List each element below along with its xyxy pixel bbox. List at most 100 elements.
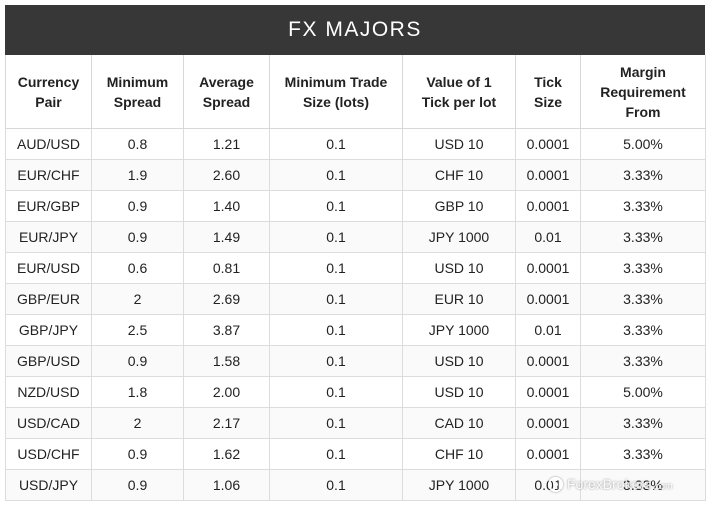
- cell-value-of-1-tick: GBP 10: [402, 190, 516, 222]
- column-header-line: Minimum: [106, 73, 169, 90]
- cell-minimum-spread: 0.9: [91, 221, 184, 253]
- cell-tick-size: 0.0001: [515, 376, 581, 408]
- column-header-line: Average: [199, 73, 254, 90]
- table-row: GBP/USD 0.9 1.58 0.1 USD 10 0.0001 3.33%: [5, 345, 706, 377]
- cell-tick-size: 0.0001: [515, 283, 581, 315]
- table-row: USD/CHF 0.9 1.62 0.1 CHF 10 0.0001 3.33%: [5, 438, 706, 470]
- column-header-line: From: [625, 103, 661, 120]
- cell-currency-pair: USD/CAD: [5, 407, 92, 439]
- column-header-line: Spread: [113, 93, 162, 110]
- cell-currency-pair: NZD/USD: [5, 376, 92, 408]
- cell-margin-requirement: 3.33%: [580, 190, 706, 222]
- cell-minimum-spread: 0.6: [91, 252, 184, 284]
- cell-minimum-spread: 1.9: [91, 159, 184, 191]
- cell-currency-pair: EUR/JPY: [5, 221, 92, 253]
- column-header-line: Tick: [534, 73, 562, 90]
- table-row: NZD/USD 1.8 2.00 0.1 USD 10 0.0001 5.00%: [5, 376, 706, 408]
- cell-minimum-trade-size: 0.1: [269, 314, 403, 346]
- cell-minimum-trade-size: 0.1: [269, 252, 403, 284]
- column-header-line: Currency: [17, 73, 80, 90]
- cell-average-spread: 1.49: [183, 221, 270, 253]
- column-header-value-of-1-tick: Value of 1 Tick per lot: [402, 55, 516, 129]
- column-header-tick-size: Tick Size: [515, 55, 581, 129]
- cell-value-of-1-tick: CHF 10: [402, 159, 516, 191]
- cell-minimum-trade-size: 0.1: [269, 283, 403, 315]
- cell-currency-pair: EUR/CHF: [5, 159, 92, 191]
- cell-minimum-trade-size: 0.1: [269, 128, 403, 160]
- cell-margin-requirement: 3.33%: [580, 469, 706, 501]
- cell-value-of-1-tick: JPY 1000: [402, 314, 516, 346]
- cell-value-of-1-tick: USD 10: [402, 345, 516, 377]
- column-header-line: Requirement: [600, 83, 686, 100]
- cell-margin-requirement: 3.33%: [580, 438, 706, 470]
- cell-minimum-trade-size: 0.1: [269, 159, 403, 191]
- column-header-currency-pair: Currency Pair: [5, 55, 92, 129]
- column-header-line: Minimum Trade: [284, 73, 388, 90]
- cell-minimum-trade-size: 0.1: [269, 190, 403, 222]
- table-body: AUD/USD 0.8 1.21 0.1 USD 10 0.0001 5.00% EUR/CH…: [5, 128, 706, 501]
- cell-tick-size: 0.0001: [515, 128, 581, 160]
- table-row: AUD/USD 0.8 1.21 0.1 USD 10 0.0001 5.00%: [5, 128, 706, 160]
- column-header-line: Spread: [202, 93, 251, 110]
- column-header-line: Pair: [35, 93, 62, 110]
- cell-average-spread: 1.62: [183, 438, 270, 470]
- cell-minimum-trade-size: 0.1: [269, 438, 403, 470]
- column-header-line: Size (lots): [302, 93, 370, 110]
- cell-margin-requirement: 3.33%: [580, 407, 706, 439]
- cell-minimum-spread: 2: [91, 283, 184, 315]
- cell-currency-pair: EUR/USD: [5, 252, 92, 284]
- cell-tick-size: 0.0001: [515, 407, 581, 439]
- cell-margin-requirement: 5.00%: [580, 128, 706, 160]
- cell-value-of-1-tick: USD 10: [402, 252, 516, 284]
- cell-minimum-spread: 2: [91, 407, 184, 439]
- cell-tick-size: 0.0001: [515, 159, 581, 191]
- cell-currency-pair: EUR/GBP: [5, 190, 92, 222]
- fx-majors-table: Currency Pair Minimum Spread Average Spread Mi…: [5, 55, 706, 501]
- cell-tick-size: 0.0001: [515, 345, 581, 377]
- cell-tick-size: 0.01: [515, 221, 581, 253]
- cell-margin-requirement: 3.33%: [580, 314, 706, 346]
- cell-value-of-1-tick: USD 10: [402, 376, 516, 408]
- cell-margin-requirement: 3.33%: [580, 159, 706, 191]
- cell-minimum-trade-size: 0.1: [269, 345, 403, 377]
- cell-average-spread: 1.40: [183, 190, 270, 222]
- cell-minimum-spread: 0.9: [91, 190, 184, 222]
- column-header-average-spread: Average Spread: [183, 55, 270, 129]
- cell-minimum-spread: 0.9: [91, 469, 184, 501]
- cell-value-of-1-tick: EUR 10: [402, 283, 516, 315]
- cell-value-of-1-tick: USD 10: [402, 128, 516, 160]
- column-header-line: Value of 1: [426, 73, 492, 90]
- cell-average-spread: 2.69: [183, 283, 270, 315]
- cell-minimum-trade-size: 0.1: [269, 376, 403, 408]
- cell-currency-pair: GBP/EUR: [5, 283, 92, 315]
- cell-minimum-spread: 0.9: [91, 438, 184, 470]
- cell-tick-size: 0.0001: [515, 190, 581, 222]
- cell-margin-requirement: 5.00%: [580, 376, 706, 408]
- cell-minimum-trade-size: 0.1: [269, 221, 403, 253]
- cell-value-of-1-tick: CHF 10: [402, 438, 516, 470]
- column-header-line: Size: [533, 93, 562, 110]
- table-header-row: Currency Pair Minimum Spread Average Spread Mi…: [5, 55, 706, 129]
- cell-margin-requirement: 3.33%: [580, 345, 706, 377]
- table-row: EUR/USD 0.6 0.81 0.1 USD 10 0.0001 3.33%: [5, 252, 706, 284]
- column-header-minimum-spread: Minimum Spread: [91, 55, 184, 129]
- fx-majors-panel: FX MAJORS Currency Pair Minimum Spread Avera…: [5, 5, 706, 501]
- cell-currency-pair: USD/JPY: [5, 469, 92, 501]
- table-row: EUR/JPY 0.9 1.49 0.1 JPY 1000 0.01 3.33%: [5, 221, 706, 253]
- cell-average-spread: 1.58: [183, 345, 270, 377]
- column-header-line: Margin: [620, 63, 666, 80]
- cell-value-of-1-tick: JPY 1000: [402, 469, 516, 501]
- cell-value-of-1-tick: JPY 1000: [402, 221, 516, 253]
- cell-margin-requirement: 3.33%: [580, 252, 706, 284]
- cell-value-of-1-tick: CAD 10: [402, 407, 516, 439]
- cell-minimum-spread: 1.8: [91, 376, 184, 408]
- cell-currency-pair: GBP/USD: [5, 345, 92, 377]
- cell-average-spread: 2.00: [183, 376, 270, 408]
- cell-average-spread: 0.81: [183, 252, 270, 284]
- table-row: USD/JPY 0.9 1.06 0.1 JPY 1000 0.01 3.33%: [5, 469, 706, 501]
- column-header-line: Tick per lot: [421, 93, 497, 110]
- cell-tick-size: 0.01: [515, 314, 581, 346]
- table-row: EUR/GBP 0.9 1.40 0.1 GBP 10 0.0001 3.33%: [5, 190, 706, 222]
- cell-average-spread: 2.17: [183, 407, 270, 439]
- column-header-margin-requirement: Margin Requirement From: [580, 55, 706, 129]
